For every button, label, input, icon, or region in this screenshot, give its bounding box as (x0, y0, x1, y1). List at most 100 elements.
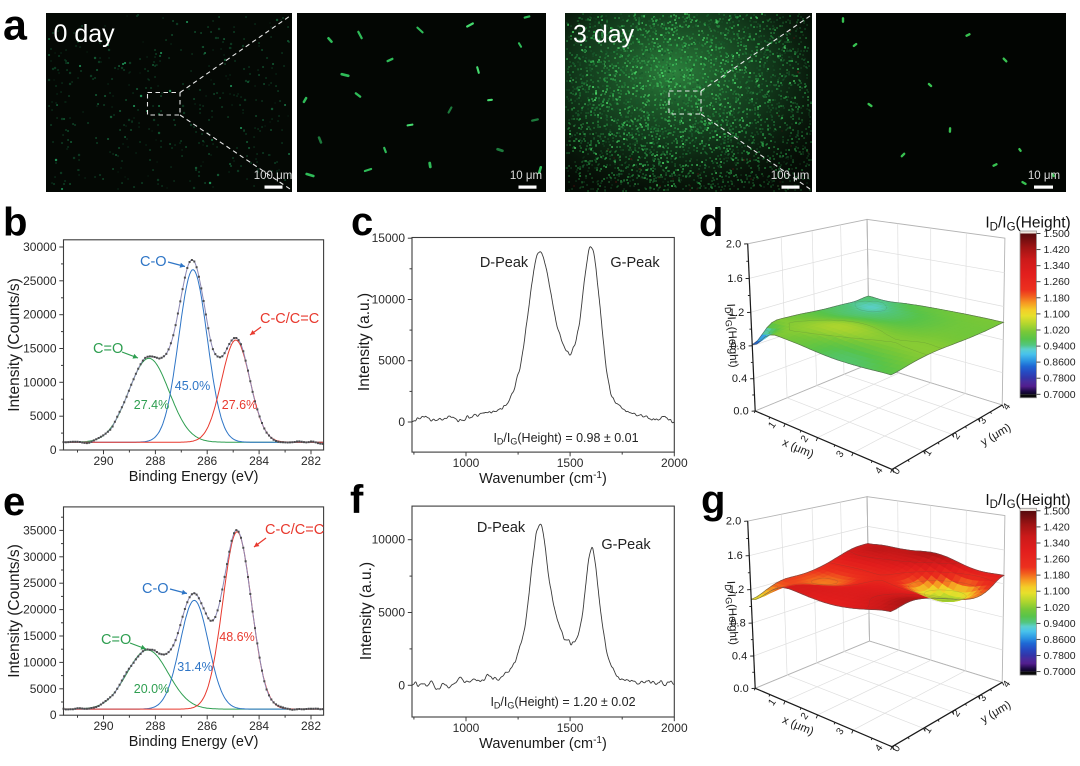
svg-text:0.4: 0.4 (732, 651, 747, 663)
svg-text:1.420: 1.420 (1044, 244, 1070, 256)
svg-text:d: d (699, 201, 723, 245)
svg-text:282: 282 (301, 719, 321, 733)
svg-text:ID/IG(Height): ID/IG(Height) (985, 215, 1070, 234)
svg-text:2000: 2000 (661, 721, 688, 735)
svg-text:2.0: 2.0 (726, 516, 741, 528)
svg-text:3: 3 (977, 693, 989, 704)
svg-text:35000: 35000 (23, 523, 57, 537)
svg-text:5000: 5000 (30, 682, 57, 696)
svg-text:282: 282 (301, 454, 321, 468)
svg-text:25000: 25000 (23, 274, 57, 288)
svg-text:1.6: 1.6 (727, 273, 742, 285)
svg-text:1.100: 1.100 (1044, 586, 1070, 598)
svg-text:4: 4 (873, 742, 885, 753)
svg-text:0: 0 (50, 708, 57, 722)
svg-text:5000: 5000 (30, 409, 57, 423)
svg-text:288: 288 (145, 454, 165, 468)
svg-text:284: 284 (249, 454, 269, 468)
svg-text:1.180: 1.180 (1044, 292, 1070, 304)
svg-text:c: c (351, 200, 373, 244)
svg-text:0.8600: 0.8600 (1044, 357, 1076, 369)
svg-text:15000: 15000 (372, 231, 406, 245)
svg-text:1000: 1000 (453, 456, 480, 470)
svg-text:1.2: 1.2 (729, 584, 744, 596)
svg-text:3: 3 (834, 449, 846, 460)
svg-text:0: 0 (398, 415, 405, 429)
svg-text:10000: 10000 (23, 655, 57, 669)
svg-text:10000: 10000 (23, 375, 57, 389)
svg-text:0.9400: 0.9400 (1044, 618, 1076, 630)
svg-text:2.0: 2.0 (726, 238, 741, 250)
svg-text:2: 2 (799, 433, 811, 444)
svg-text:10000: 10000 (372, 533, 406, 547)
svg-text:20000: 20000 (23, 603, 57, 617)
svg-text:27.6%: 27.6% (222, 398, 257, 412)
svg-text:a: a (3, 2, 28, 50)
svg-text:Intensity (Counts/s): Intensity (Counts/s) (6, 544, 23, 678)
svg-text:4: 4 (873, 465, 885, 476)
svg-text:C-C/C=C: C-C/C=C (265, 522, 324, 538)
svg-text:3: 3 (977, 415, 989, 426)
svg-text:2: 2 (799, 711, 811, 722)
svg-text:286: 286 (197, 454, 217, 468)
svg-text:0.0: 0.0 (733, 683, 748, 695)
svg-text:284: 284 (249, 719, 269, 733)
svg-text:1000: 1000 (453, 721, 480, 735)
svg-text:1.420: 1.420 (1044, 521, 1070, 533)
svg-text:1.260: 1.260 (1044, 554, 1070, 566)
svg-text:288: 288 (145, 719, 165, 733)
svg-text:G-Peak: G-Peak (610, 255, 660, 271)
svg-text:Binding Energy (eV): Binding Energy (eV) (129, 734, 259, 750)
svg-text:1.6: 1.6 (727, 550, 742, 562)
svg-text:10 μm: 10 μm (1028, 170, 1060, 182)
svg-text:D-Peak: D-Peak (477, 520, 526, 536)
svg-text:100 μm: 100 μm (254, 170, 293, 182)
svg-text:290: 290 (93, 719, 113, 733)
svg-text:1: 1 (922, 725, 934, 736)
svg-text:2: 2 (951, 708, 963, 719)
svg-text:31.4%: 31.4% (177, 660, 212, 674)
svg-text:2000: 2000 (661, 456, 688, 470)
svg-text:0: 0 (891, 743, 903, 754)
svg-text:ID/IG(Height) = 0.98 ± 0.01: ID/IG(Height) = 0.98 ± 0.01 (493, 431, 638, 447)
svg-text:0.7000: 0.7000 (1044, 666, 1076, 678)
svg-text:0.7800: 0.7800 (1044, 373, 1076, 385)
svg-text:0.0: 0.0 (733, 406, 748, 418)
svg-text:C-O: C-O (140, 254, 167, 270)
svg-text:1.260: 1.260 (1044, 276, 1070, 288)
svg-text:Wavenumber (cm-1): Wavenumber (cm-1) (479, 735, 607, 752)
svg-text:0 day: 0 day (54, 20, 116, 48)
svg-text:C=O: C=O (101, 632, 131, 648)
svg-text:3: 3 (834, 726, 846, 737)
svg-text:48.6%: 48.6% (219, 630, 254, 644)
svg-text:4: 4 (1001, 679, 1013, 690)
svg-text:30000: 30000 (23, 240, 57, 254)
svg-text:0.8600: 0.8600 (1044, 634, 1076, 646)
svg-text:1.180: 1.180 (1044, 570, 1070, 582)
svg-text:0.7800: 0.7800 (1044, 650, 1076, 662)
svg-text:1: 1 (766, 420, 778, 431)
svg-text:C-O: C-O (142, 581, 169, 597)
svg-text:1: 1 (922, 447, 934, 458)
svg-text:1.020: 1.020 (1044, 602, 1070, 614)
svg-text:f: f (350, 478, 364, 522)
svg-text:Wavenumber (cm-1): Wavenumber (cm-1) (479, 470, 607, 487)
svg-text:27.4%: 27.4% (134, 398, 169, 412)
svg-text:20000: 20000 (23, 308, 57, 322)
svg-text:1.2: 1.2 (729, 307, 744, 319)
svg-text:0.8: 0.8 (730, 618, 745, 630)
svg-text:1.020: 1.020 (1044, 325, 1070, 337)
svg-text:1.500: 1.500 (1044, 228, 1070, 240)
svg-text:C=O: C=O (93, 341, 123, 357)
svg-text:10000: 10000 (372, 293, 406, 307)
svg-text:g: g (701, 478, 725, 522)
svg-text:1: 1 (766, 697, 778, 708)
svg-text:45.0%: 45.0% (175, 379, 210, 393)
svg-text:15000: 15000 (23, 342, 57, 356)
svg-text:290: 290 (93, 454, 113, 468)
svg-text:0.7000: 0.7000 (1044, 389, 1076, 401)
svg-text:1.340: 1.340 (1044, 538, 1070, 550)
svg-text:1500: 1500 (557, 721, 584, 735)
svg-text:ID/IG(Height) = 1.20 ± 0.02: ID/IG(Height) = 1.20 ± 0.02 (490, 695, 635, 711)
svg-text:e: e (3, 480, 25, 524)
